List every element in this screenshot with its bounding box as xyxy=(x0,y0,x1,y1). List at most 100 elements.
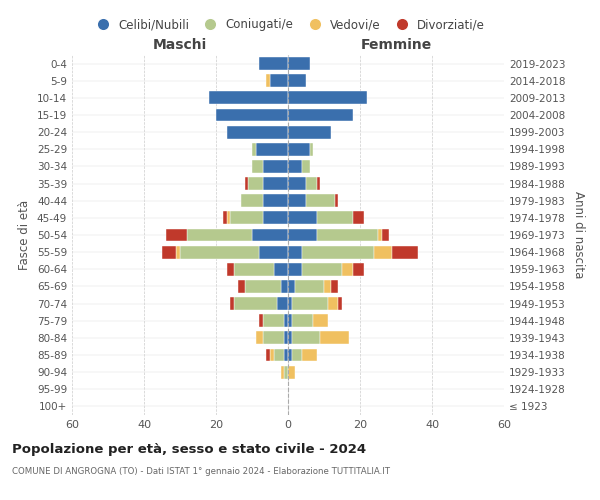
Bar xyxy=(302,246,374,258)
Bar xyxy=(259,246,288,258)
Bar xyxy=(288,74,306,87)
Bar xyxy=(263,177,288,190)
Bar xyxy=(353,263,364,276)
Bar xyxy=(302,348,317,362)
Bar xyxy=(284,332,288,344)
Bar xyxy=(252,228,288,241)
Bar xyxy=(284,348,288,362)
Bar xyxy=(288,108,353,122)
Bar xyxy=(259,314,263,327)
Bar xyxy=(324,280,331,293)
Bar xyxy=(328,297,338,310)
Bar xyxy=(317,212,353,224)
Bar xyxy=(180,246,259,258)
Bar xyxy=(263,160,288,173)
Bar xyxy=(342,263,353,276)
Bar xyxy=(313,314,328,327)
Text: Maschi: Maschi xyxy=(153,38,207,52)
Bar xyxy=(288,143,310,156)
Bar xyxy=(310,143,313,156)
Bar xyxy=(288,314,292,327)
Bar xyxy=(216,108,288,122)
Bar xyxy=(306,177,317,190)
Bar xyxy=(234,297,277,310)
Bar xyxy=(288,57,310,70)
Legend: Celibi/Nubili, Coniugati/e, Vedovi/e, Divorziati/e: Celibi/Nubili, Coniugati/e, Vedovi/e, Di… xyxy=(86,14,490,36)
Bar xyxy=(288,194,306,207)
Bar xyxy=(378,228,382,241)
Bar xyxy=(302,263,342,276)
Bar xyxy=(284,314,288,327)
Bar xyxy=(241,194,263,207)
Bar xyxy=(263,212,288,224)
Bar xyxy=(288,177,306,190)
Bar xyxy=(227,263,234,276)
Text: Femmine: Femmine xyxy=(361,38,431,52)
Bar xyxy=(292,348,302,362)
Bar xyxy=(259,57,288,70)
Bar xyxy=(288,297,292,310)
Bar xyxy=(295,280,324,293)
Bar xyxy=(274,263,288,276)
Bar xyxy=(166,228,187,241)
Bar xyxy=(353,212,364,224)
Bar xyxy=(288,263,302,276)
Bar xyxy=(284,366,288,378)
Bar xyxy=(234,263,274,276)
Bar xyxy=(187,228,252,241)
Bar xyxy=(292,314,313,327)
Bar xyxy=(288,280,295,293)
Bar xyxy=(292,297,328,310)
Bar xyxy=(266,348,270,362)
Bar xyxy=(230,212,263,224)
Bar xyxy=(238,280,245,293)
Bar xyxy=(230,297,234,310)
Bar xyxy=(162,246,176,258)
Bar xyxy=(245,280,281,293)
Bar xyxy=(288,246,302,258)
Bar xyxy=(256,332,263,344)
Bar xyxy=(209,92,288,104)
Bar xyxy=(302,160,310,173)
Text: Popolazione per età, sesso e stato civile - 2024: Popolazione per età, sesso e stato civil… xyxy=(12,442,366,456)
Bar xyxy=(263,332,284,344)
Bar xyxy=(335,194,338,207)
Bar xyxy=(317,177,320,190)
Bar xyxy=(281,280,288,293)
Bar xyxy=(227,126,288,138)
Bar xyxy=(292,332,320,344)
Bar xyxy=(288,332,292,344)
Bar xyxy=(176,246,180,258)
Bar xyxy=(331,280,338,293)
Y-axis label: Anni di nascita: Anni di nascita xyxy=(572,192,585,278)
Bar xyxy=(263,314,284,327)
Bar xyxy=(288,228,317,241)
Bar xyxy=(288,126,331,138)
Bar xyxy=(252,143,256,156)
Bar xyxy=(288,92,367,104)
Bar xyxy=(382,228,389,241)
Bar xyxy=(320,332,349,344)
Bar xyxy=(277,297,288,310)
Bar xyxy=(317,228,378,241)
Bar xyxy=(227,212,230,224)
Bar xyxy=(223,212,227,224)
Bar xyxy=(338,297,342,310)
Bar xyxy=(306,194,335,207)
Bar xyxy=(252,160,263,173)
Bar xyxy=(288,212,317,224)
Bar xyxy=(288,160,302,173)
Text: COMUNE DI ANGROGNA (TO) - Dati ISTAT 1° gennaio 2024 - Elaborazione TUTTITALIA.I: COMUNE DI ANGROGNA (TO) - Dati ISTAT 1° … xyxy=(12,468,390,476)
Bar xyxy=(274,348,284,362)
Bar xyxy=(270,74,288,87)
Bar xyxy=(392,246,418,258)
Bar xyxy=(263,194,288,207)
Bar xyxy=(245,177,248,190)
Bar xyxy=(288,348,292,362)
Bar xyxy=(266,74,270,87)
Bar xyxy=(288,366,295,378)
Bar xyxy=(256,143,288,156)
Bar xyxy=(281,366,284,378)
Y-axis label: Fasce di età: Fasce di età xyxy=(19,200,31,270)
Bar xyxy=(374,246,392,258)
